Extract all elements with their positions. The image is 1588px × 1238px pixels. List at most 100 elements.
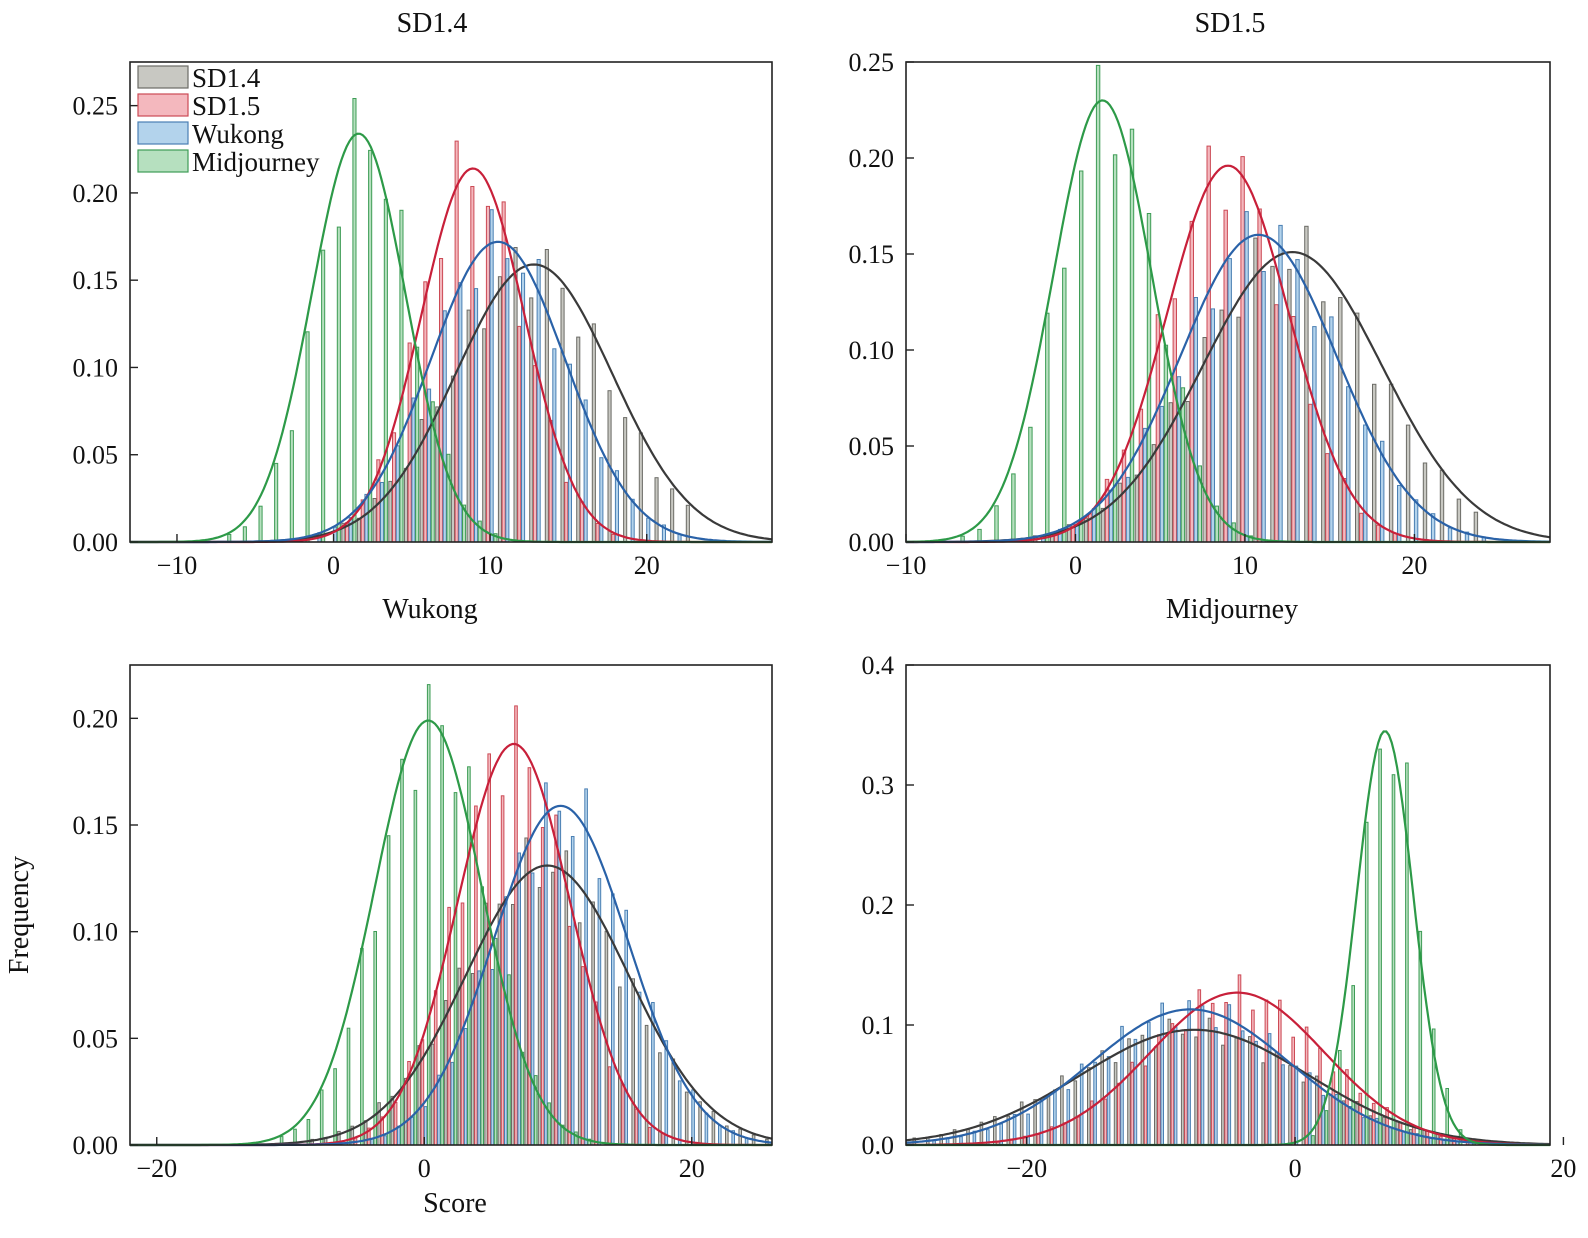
bar-sd1-5 (1197, 989, 1202, 1146)
bar-wukong (1363, 424, 1368, 543)
bar-sd1-5 (501, 201, 506, 543)
bar-wukong (517, 852, 522, 1146)
bar-sd1-4 (631, 978, 636, 1146)
bar-sd1-4 (1338, 297, 1343, 543)
bar-sd1-4 (1134, 474, 1140, 543)
bar-sd1-4 (356, 517, 361, 543)
bar-sd1-4 (618, 986, 622, 1146)
bar-sd1-5 (1291, 1036, 1296, 1146)
bar-sd1-4 (419, 419, 424, 543)
panel-sd15-vs-midjourney: SD1.5 −10 0 10 20 0.00 0.05 0.10 0.15 0.20 0.25 M… (849, 8, 1551, 625)
bar-sd1-4 (1270, 265, 1275, 543)
bar-wukong (570, 836, 575, 1146)
bar-wukong (1039, 1099, 1044, 1146)
bar-sd1-4 (564, 850, 569, 1146)
bar-sd1-4 (1194, 1036, 1198, 1146)
bar-sd1-4 (1355, 1101, 1359, 1146)
panel-title: SD1.4 (397, 8, 468, 39)
bar-wukong (1173, 1026, 1178, 1146)
bar-wukong (536, 259, 541, 543)
y-tick-label: 0.20 (73, 179, 119, 208)
bar-midjourney (440, 725, 444, 1146)
bar-sd1-5 (607, 1066, 612, 1146)
bar-midjourney (1062, 267, 1067, 543)
bar-sd1-4 (577, 922, 582, 1146)
bar-sd1-4 (576, 336, 581, 543)
bar-sd1-5 (1130, 1061, 1135, 1146)
bar-wukong (544, 782, 548, 1146)
bar-sd1-5 (1358, 1092, 1363, 1146)
legend-label-sd1-5: SD1.5 (192, 91, 260, 121)
bar-sd1-5 (1439, 1136, 1443, 1146)
bar-wukong (664, 1040, 669, 1146)
bar-sd1-5 (567, 925, 572, 1146)
x-tick-label: −20 (136, 1154, 177, 1183)
panel-title: SD1.5 (1195, 8, 1266, 39)
bar-sd1-5 (393, 1102, 398, 1146)
bar-sd1-5 (554, 814, 558, 1146)
bar-sd1-4 (430, 1043, 435, 1146)
bar-midjourney (493, 937, 498, 1146)
bar-wukong (504, 896, 508, 1146)
bar-wukong (1159, 405, 1165, 543)
bar-wukong (1053, 1089, 1057, 1146)
axis-ticks: −10 0 10 20 0.00 0.05 0.10 0.15 0.20 0.25 (73, 92, 660, 580)
bar-sd1-5 (1237, 974, 1242, 1146)
y-tick-label: 0.15 (73, 266, 119, 295)
bar-sd1-5 (1325, 453, 1330, 543)
bar-sd1-4 (1127, 1038, 1131, 1146)
bar-wukong (1120, 1025, 1124, 1146)
fit-curves (130, 132, 773, 544)
bar-midjourney (336, 226, 341, 543)
bar-wukong (1227, 1004, 1232, 1146)
bar-wukong (383, 1135, 388, 1146)
bar-wukong (1108, 489, 1114, 543)
bar-sd1-4 (1456, 498, 1462, 543)
bar-midjourney (383, 198, 388, 543)
bar-sd1-5 (517, 325, 522, 543)
bar-sd1-5 (621, 1084, 625, 1146)
bar-wukong (397, 1125, 401, 1146)
bar-sd1-5 (594, 1001, 599, 1146)
x-tick-label: −10 (157, 551, 198, 580)
bar-wukong (583, 399, 588, 543)
bar-wukong (437, 1074, 441, 1146)
bar-sd1-4 (1301, 1081, 1306, 1146)
x-tick-label: 20 (634, 551, 660, 580)
bar-midjourney (321, 249, 326, 543)
bar-sd1-4 (450, 375, 455, 543)
bar-sd1-4 (684, 1091, 689, 1146)
x-tick-label: 0 (327, 551, 340, 580)
bar-sd1-5 (548, 420, 553, 543)
bar-wukong (611, 893, 615, 1146)
bar-midjourney (1079, 170, 1084, 543)
bar-wukong (450, 1061, 455, 1146)
y-tick-label: 0.00 (73, 528, 119, 557)
curve-wukong (906, 233, 1550, 544)
bar-wukong (1187, 1000, 1191, 1146)
panel-bottom-right: −20 0 20 0.0 0.1 0.2 0.3 0.4 (862, 651, 1577, 1183)
x-tick-label: −20 (1006, 1154, 1047, 1183)
bar-wukong (1267, 1033, 1272, 1146)
bar-midjourney (446, 453, 451, 543)
bar-midjourney (352, 98, 357, 543)
bar-wukong (1147, 1021, 1151, 1146)
bar-sd1-4 (1321, 301, 1326, 543)
bar-sd1-5 (1103, 1098, 1108, 1146)
bar-sd1-5 (514, 705, 518, 1146)
y-tick-label: 0.00 (849, 528, 895, 557)
bar-sd1-4 (671, 1058, 676, 1146)
bar-wukong (1334, 1094, 1339, 1146)
x-axis-label: Score (423, 1188, 487, 1219)
bar-sd1-5 (460, 902, 465, 1146)
bar-sd1-4 (1180, 1033, 1185, 1146)
x-tick-label: 10 (477, 551, 503, 580)
bar-midjourney (274, 462, 279, 543)
bar-sd1-5 (595, 523, 600, 543)
bar-sd1-5 (579, 501, 585, 543)
bar-sd1-4 (484, 902, 488, 1146)
bar-sd1-5 (1143, 1065, 1148, 1146)
y-tick-label: 0.1 (862, 1011, 895, 1040)
bar-sd1-4 (670, 488, 675, 543)
bar-wukong (637, 991, 642, 1146)
